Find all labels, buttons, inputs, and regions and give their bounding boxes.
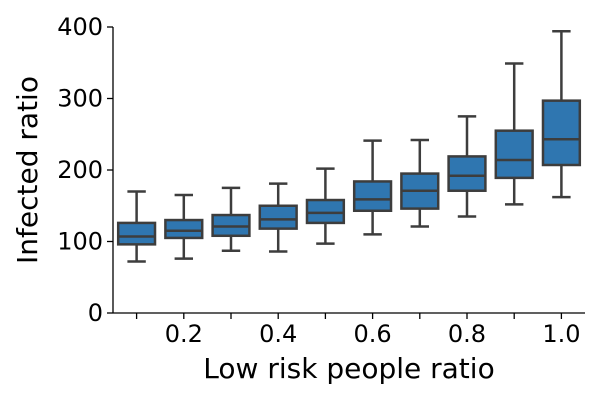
y-tick-label: 300 [57,85,103,113]
y-axis-label: Infected ratio [11,76,44,264]
box [305,198,346,225]
box-group [494,62,534,206]
box-group [211,186,251,253]
y-tick-label: 0 [88,299,103,327]
y-tick-label: 100 [57,228,103,256]
box [541,99,582,167]
box [352,180,393,213]
x-tick-label: 0.4 [259,320,297,348]
y-tick-label: 400 [57,13,103,41]
x-tick-label: 0.6 [354,320,392,348]
y-tick-label: 200 [57,156,103,184]
box-group [305,167,346,245]
box [494,129,534,180]
box [258,204,298,230]
boxes-layer [116,30,582,263]
box-group [400,138,440,228]
box-group [447,115,487,218]
box [164,218,204,240]
axes-layer: 0 100 200 300 400 0.2 0.4 0.6 0.8 1.0 [57,13,585,348]
x-axis-label: Low risk people ratio [203,352,494,385]
x-tick-label: 0.2 [165,320,203,348]
x-tick-label: 0.8 [448,320,486,348]
box-group [164,193,204,260]
box [116,221,157,246]
box [447,155,487,192]
box-group [116,190,157,263]
x-tick-label: 1.0 [542,320,580,348]
box-group [352,139,393,236]
box-group [258,182,298,253]
box-group [541,30,582,199]
